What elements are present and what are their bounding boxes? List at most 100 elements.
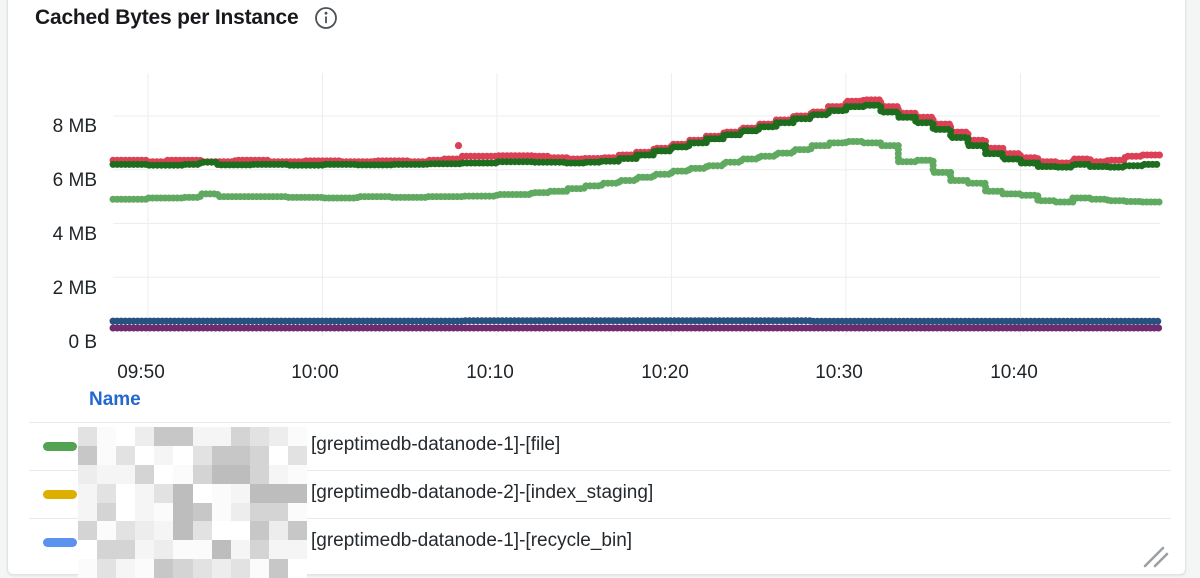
- redaction-pixel: [97, 464, 117, 484]
- redaction-pixel: [287, 464, 307, 484]
- redaction-pixel: [154, 559, 174, 578]
- series-label: [greptimedb-datanode-2]-[index_staging]: [311, 482, 654, 503]
- info-icon[interactable]: [314, 6, 338, 30]
- redaction-pixel: [192, 445, 212, 465]
- redaction-pixel: [78, 427, 98, 446]
- redaction-pixel: [135, 540, 155, 560]
- panel-header: Cached Bytes per Instance: [35, 5, 338, 31]
- redaction-pixel: [249, 521, 269, 541]
- series-marker: [43, 442, 77, 451]
- redaction-pixel: [116, 427, 136, 446]
- redaction-pixel: [230, 540, 250, 560]
- x-tick-label: 09:50: [117, 362, 165, 383]
- redaction-pixel: [135, 483, 155, 503]
- redaction-pixel: [116, 502, 136, 522]
- redaction-pixel: [173, 483, 193, 503]
- redaction-pixel: [154, 464, 174, 484]
- redaction-pixel: [116, 540, 136, 560]
- redaction-pixel: [135, 427, 155, 446]
- chart-series: [109, 96, 1164, 332]
- redaction-pixel: [78, 502, 98, 522]
- redaction-pixel: [230, 483, 250, 503]
- redaction-pixel: [135, 559, 155, 578]
- redaction-pixel: [173, 559, 193, 578]
- redacted-series-name-region: [78, 427, 307, 578]
- redaction-pixel: [116, 559, 136, 578]
- redaction-pixel: [97, 502, 117, 522]
- redaction-pixel: [116, 483, 136, 503]
- redaction-pixel: [116, 445, 136, 465]
- redaction-pixel: [135, 464, 155, 484]
- redaction-pixel: [287, 521, 307, 541]
- redaction-pixel: [268, 445, 288, 465]
- redaction-pixel: [211, 445, 231, 465]
- redaction-pixel: [154, 483, 174, 503]
- y-tick-label: 8 MB: [53, 116, 97, 137]
- redaction-pixel: [154, 521, 174, 541]
- x-tick-label: 10:30: [815, 362, 863, 383]
- redaction-pixel: [211, 427, 231, 446]
- redaction-pixel: [192, 540, 212, 560]
- x-tick-label: 10:10: [466, 362, 514, 383]
- chart-gridlines: [113, 73, 1160, 337]
- redaction-pixel: [192, 502, 212, 522]
- redaction-pixel: [230, 559, 250, 578]
- legend-table: Name [greptimedb-datanode-1]-[file] [gre…: [8, 386, 1185, 564]
- redaction-pixel: [78, 521, 98, 541]
- redaction-pixel: [192, 521, 212, 541]
- legend-row[interactable]: [greptimedb-datanode-1]-[recycle_bin]: [8, 519, 1185, 566]
- redaction-pixel: [211, 483, 231, 503]
- legend-header-name[interactable]: Name: [89, 389, 141, 410]
- x-tick-label: 10:40: [990, 362, 1038, 383]
- series-marker: [43, 538, 77, 547]
- legend-row[interactable]: [greptimedb-datanode-1]-[file]: [8, 423, 1185, 470]
- redaction-pixel: [173, 502, 193, 522]
- redaction-pixel: [173, 445, 193, 465]
- redaction-pixel: [268, 464, 288, 484]
- redaction-pixel: [211, 464, 231, 484]
- redaction-pixel: [287, 502, 307, 522]
- legend-separator: [29, 470, 1171, 471]
- x-tick-label: 10:00: [291, 362, 339, 383]
- series-label: [greptimedb-datanode-1]-[file]: [311, 434, 561, 455]
- redaction-pixel: [78, 464, 98, 484]
- redaction-pixel: [97, 483, 117, 503]
- redaction-pixel: [287, 559, 307, 578]
- redaction-pixel: [97, 540, 117, 560]
- panel-resize-handle[interactable]: [1141, 538, 1173, 570]
- redaction-pixel: [211, 559, 231, 578]
- redaction-pixel: [287, 483, 307, 503]
- redaction-pixel: [249, 427, 269, 446]
- redaction-pixel: [135, 521, 155, 541]
- redaction-pixel: [211, 502, 231, 522]
- redaction-pixel: [268, 502, 288, 522]
- redaction-pixel: [192, 464, 212, 484]
- series-label: [greptimedb-datanode-1]-[recycle_bin]: [311, 530, 633, 551]
- y-tick-label: 6 MB: [53, 170, 97, 191]
- redaction-pixel: [287, 540, 307, 560]
- redaction-pixel: [287, 427, 307, 446]
- panel-title: Cached Bytes per Instance: [35, 6, 299, 29]
- redaction-pixel: [78, 540, 98, 560]
- redaction-pixel: [97, 559, 117, 578]
- x-tick-label: 10:20: [641, 362, 689, 383]
- redaction-pixel: [249, 559, 269, 578]
- redaction-pixel: [173, 540, 193, 560]
- redaction-pixel: [211, 540, 231, 560]
- y-tick-label: 0 B: [68, 332, 97, 353]
- redaction-pixel: [78, 483, 98, 503]
- redaction-pixel: [249, 464, 269, 484]
- redaction-pixel: [154, 427, 174, 446]
- y-tick-label: 4 MB: [53, 224, 97, 245]
- redaction-pixel: [116, 464, 136, 484]
- redaction-pixel: [78, 445, 98, 465]
- chart-canvas[interactable]: 8 MB 6 MB 4 MB 2 MB 0 B 09:50 10:00 10:1…: [7, 1, 1186, 393]
- redaction-pixel: [268, 540, 288, 560]
- redaction-pixel: [116, 521, 136, 541]
- legend-row[interactable]: [greptimedb-datanode-2]-[index_staging]: [8, 471, 1185, 518]
- redaction-pixel: [249, 502, 269, 522]
- series-marker: [43, 490, 77, 499]
- redaction-pixel: [135, 502, 155, 522]
- redaction-pixel: [173, 464, 193, 484]
